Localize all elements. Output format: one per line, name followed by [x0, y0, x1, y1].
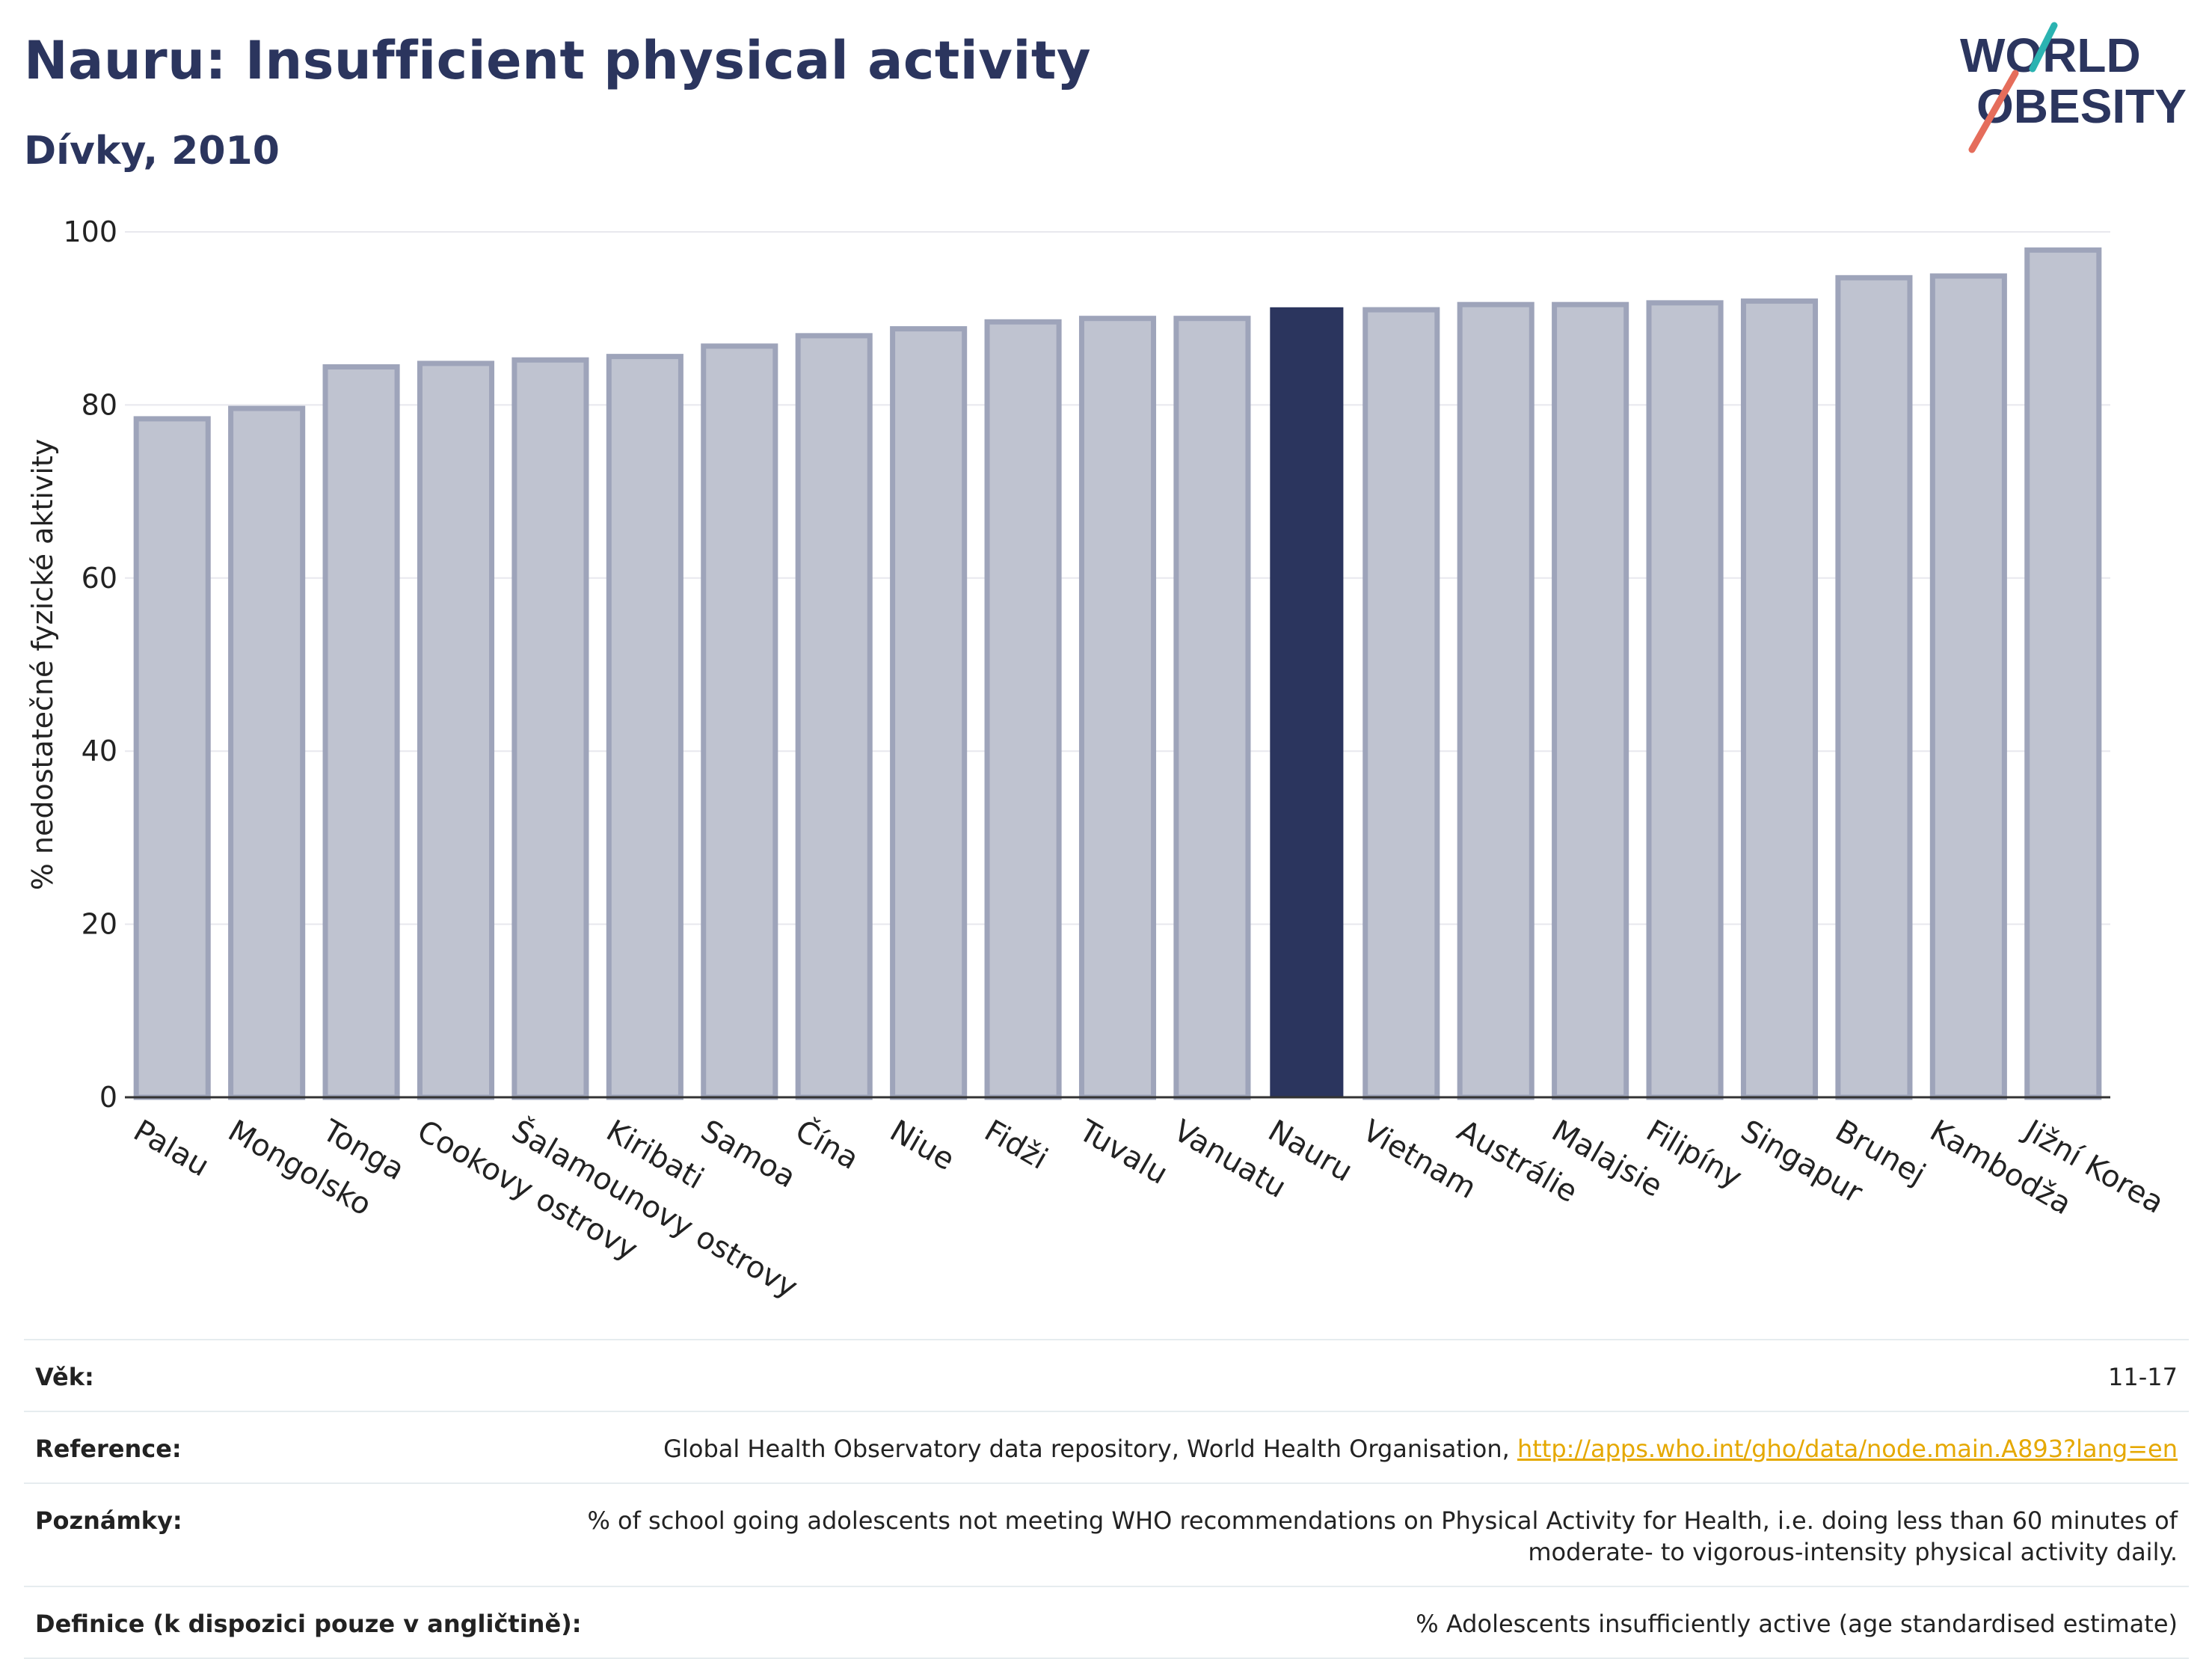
bar-tuvalu [1078, 316, 1157, 1100]
logo-slash-teal [2029, 22, 2058, 73]
bar-palau [133, 416, 211, 1100]
bar-kiribati [606, 354, 683, 1100]
bar-cookovy-ostrovy [417, 361, 495, 1100]
y-tick-label: 40 [82, 735, 117, 767]
info-table: Věk: 11-17 Reference: Global Health Observa… [24, 1339, 2189, 1659]
logo-text-obesity: OBESITY [1976, 79, 2187, 133]
x-tick-label: Niue [884, 1114, 960, 1177]
info-label: Poznámky: [35, 1506, 182, 1535]
y-tick-label: 100 [63, 215, 117, 248]
reference-link[interactable]: http://apps.who.int/gho/data/node.main.A… [1517, 1435, 2178, 1463]
bar-mongolsko [228, 405, 306, 1100]
y-tick-label: 0 [99, 1081, 117, 1114]
info-row: Definice (k dispozici pouze v angličtině… [24, 1587, 2189, 1659]
bar-brunej [1835, 275, 1913, 1100]
page-subtitle: Dívky, 2010 [24, 129, 280, 174]
info-value-text: Global Health Observatory data repositor… [663, 1435, 1517, 1463]
bar-austrálie [1457, 301, 1534, 1100]
y-axis-label: % nedostatečné fyzické aktivity [26, 439, 59, 891]
bar-singapur [1740, 298, 1819, 1100]
info-value: % of school going adolescents not meetin… [458, 1505, 2178, 1568]
y-tick-label: 20 [82, 908, 117, 941]
bars [133, 247, 2102, 1100]
info-value: % Adolescents insufficiently active (age… [1416, 1608, 2178, 1640]
page-title: Nauru: Insufficient physical activity [24, 30, 1092, 91]
bar-niue [890, 326, 968, 1100]
info-value: 11-17 [2108, 1361, 2178, 1393]
y-tick-label: 60 [82, 562, 117, 595]
bar-samoa [701, 343, 778, 1100]
info-value: Global Health Observatory data repositor… [663, 1433, 2178, 1465]
bar-fidži [984, 319, 1062, 1100]
bar-vanuatu [1173, 316, 1251, 1100]
x-tick-label: Fidži [979, 1114, 1054, 1177]
info-value-text: 11-17 [2108, 1363, 2178, 1391]
bar-tonga [322, 364, 400, 1100]
info-label: Reference: [35, 1435, 182, 1463]
info-row: Věk: 11-17 [24, 1340, 2189, 1412]
info-label: Definice (k dispozici pouze v angličtině… [35, 1610, 582, 1638]
bar-malajsie [1552, 301, 1629, 1100]
bar-šalamounovy-ostrovy [511, 357, 589, 1100]
y-tick-label: 80 [82, 388, 117, 421]
bar-nauru [1270, 307, 1344, 1098]
info-label: Věk: [35, 1363, 94, 1391]
info-value-text: % of school going adolescents not meetin… [587, 1506, 2178, 1566]
world-obesity-logo: WORLD OBESITY [1960, 22, 2187, 153]
info-value-text: % Adolescents insufficiently active (age… [1416, 1610, 2178, 1638]
info-row: Reference: Global Health Observatory data… [24, 1412, 2189, 1484]
bar-čína [795, 333, 873, 1100]
bar-vietnam [1362, 307, 1440, 1100]
bar-kambodža [1929, 273, 2007, 1100]
logo-slash-red [1968, 70, 2019, 153]
x-tick-label: Čína [790, 1112, 865, 1177]
info-row: Poznámky: % of school going adolescents n… [24, 1484, 2189, 1587]
bar-filipíny [1646, 300, 1724, 1100]
x-tick-label: Samoa [695, 1114, 801, 1195]
x-tick-label: Tuvalu [1072, 1113, 1173, 1192]
x-tick-label: Palau [128, 1114, 215, 1184]
bar-jižní-korea [2024, 247, 2102, 1100]
